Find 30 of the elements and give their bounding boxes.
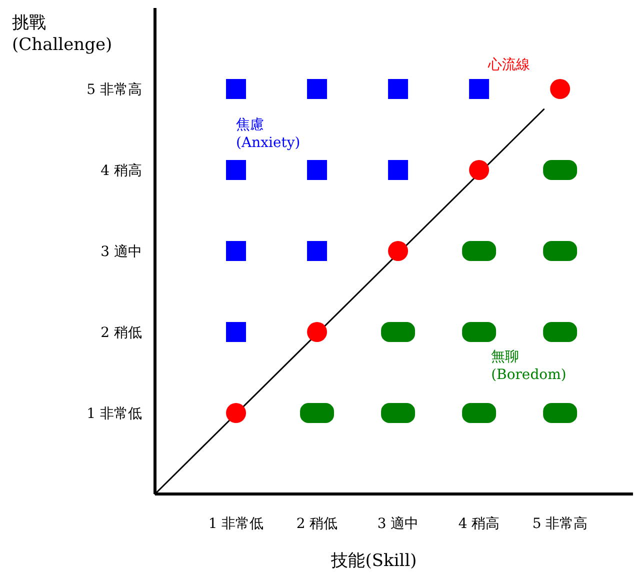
point [226, 322, 246, 342]
y-tick-label: 1 非常低 [86, 406, 142, 422]
series-label: 無聊 (Boredom) [491, 349, 566, 383]
x-axis-title: 技能(Skill) [330, 551, 417, 571]
series-label: 焦慮 (Anxiety) [236, 117, 300, 151]
point [388, 160, 408, 180]
point [469, 160, 490, 180]
point [388, 79, 408, 99]
x-tick-label: 3 適中 [377, 516, 419, 532]
point [226, 79, 246, 99]
point [307, 79, 328, 99]
series-label: 心流線 [487, 57, 530, 73]
y-tick-label: 2 稍低 [100, 325, 142, 341]
point [307, 322, 328, 342]
y-tick-label: 4 稍高 [100, 163, 142, 179]
point [307, 160, 328, 180]
point [226, 160, 246, 180]
point [226, 403, 246, 423]
x-tick-label: 5 非常高 [532, 516, 588, 532]
point [550, 79, 570, 99]
x-tick-label: 4 稍高 [458, 516, 500, 532]
x-tick-label: 2 稍低 [296, 516, 338, 532]
point [226, 241, 246, 261]
point [307, 241, 328, 261]
x-tick-label: 1 非常低 [208, 516, 264, 532]
point [388, 241, 408, 261]
point [469, 79, 490, 99]
y-axis-title: 挑戰 (Challenge) [12, 13, 112, 55]
y-tick-label: 5 非常高 [86, 82, 142, 98]
y-tick-label: 3 適中 [100, 244, 142, 260]
